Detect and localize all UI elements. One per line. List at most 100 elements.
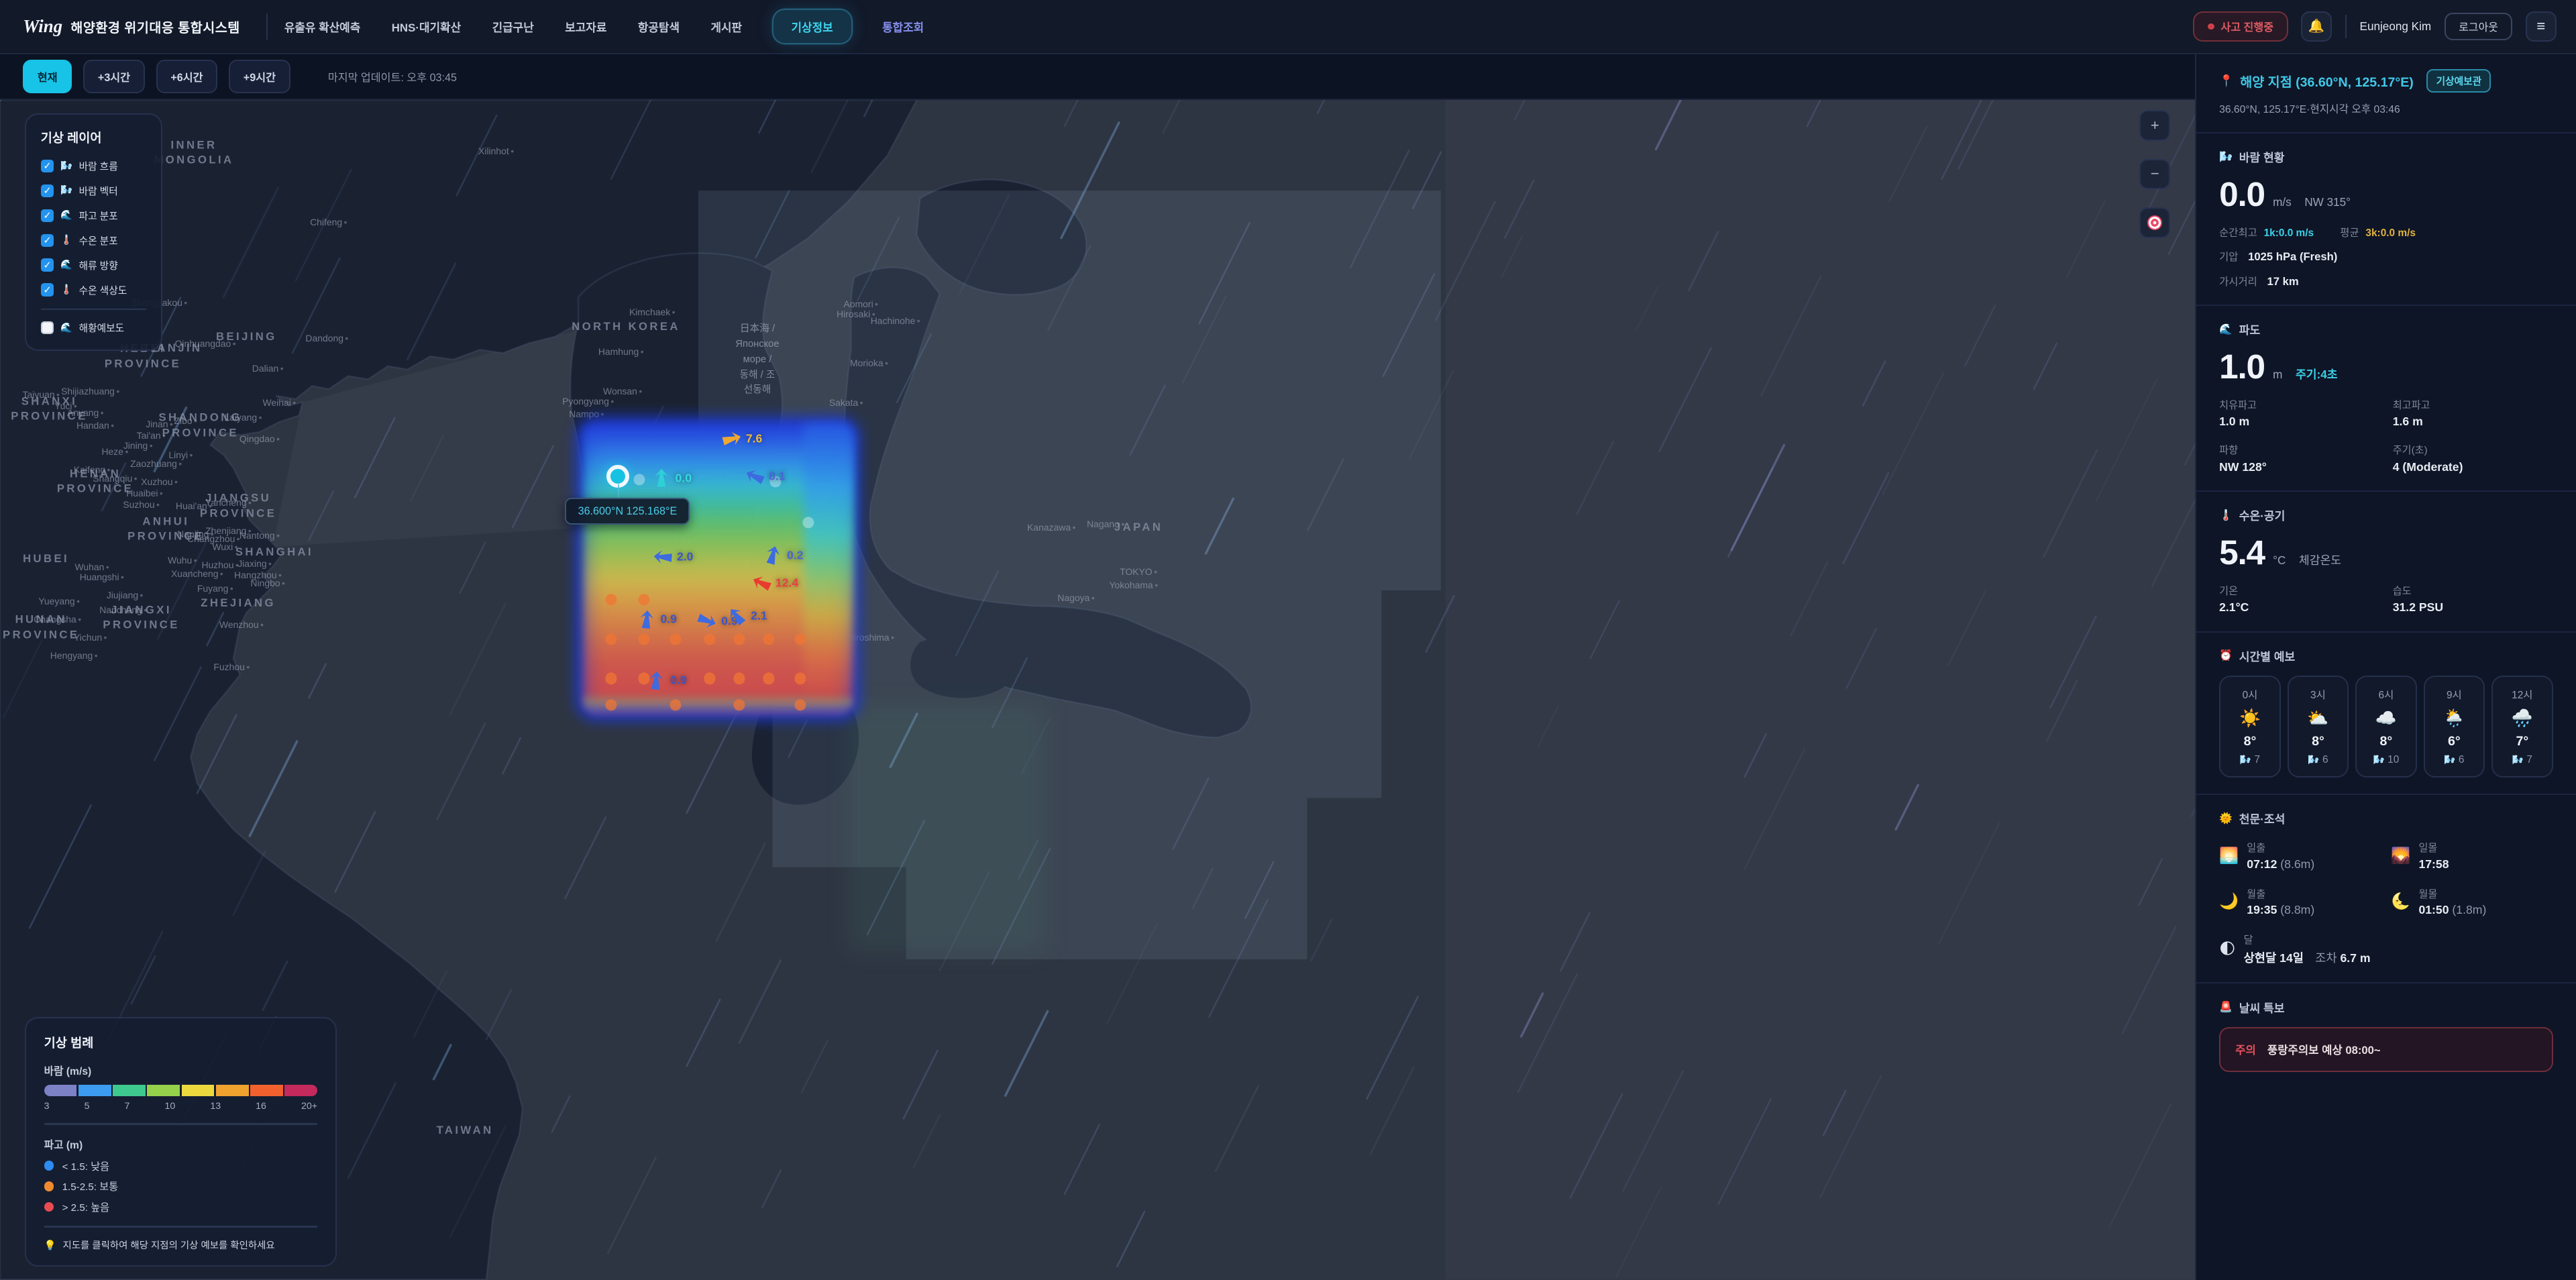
nav-item-5[interactable]: 항공탐색 [637,21,680,34]
nav-item-7[interactable]: 기상정보 [773,9,851,44]
wind-section: 🌬️ 바람 현황 0.0 m/s NW 315° 순간최고 1k:0.0 m/s … [2196,134,2576,307]
layer-icon: 🌡️ [60,284,72,296]
wind-tick: 10 [164,1101,176,1112]
incident-status-badge: 사고 진행중 [2193,11,2288,42]
layer-toggle-1[interactable]: ✓ 🌬️ 바람 흐름 [40,159,147,173]
layer-toggle-7[interactable]: 🌊 해황예보도 [40,321,147,335]
nav-item-2[interactable]: HNS·대기확산 [391,21,462,34]
wind-color-swatch [78,1084,111,1096]
hourly-card-3: 6시 ☁️ 8° 🌬️ 10 [2355,676,2417,778]
astro-row: 🌜 월몰 01:50 (1.8m) [2391,888,2487,917]
app-logo[interactable]: Wing 해양환경 위기대응 통합시스템 [0,16,263,37]
checkbox-icon[interactable]: ✓ [40,283,54,297]
nav-item-1[interactable]: 유출유 확산예측 [284,21,361,34]
checkbox-icon[interactable]: ✓ [40,209,54,223]
astro-section-title: 천문·조석 [2239,812,2286,826]
top-right-cluster: 사고 진행중 🔔 Eunjeong Kim 로그아웃 ≡ [2193,11,2576,42]
temp-section-title: 수온·공기 [2239,509,2286,523]
current-dot [769,475,782,488]
nav-item-4[interactable]: 보고자료 [565,21,607,34]
locate-target-button[interactable] [2139,207,2171,238]
map-base [0,100,2195,1280]
arrow-value: 2.0 [676,549,694,564]
logout-button[interactable]: 로그아웃 [2444,12,2513,41]
sun-icon: 🌞 [2219,812,2233,824]
moon-phase-icon: 🌓 [2219,940,2236,958]
arrow-value: 7.6 [745,431,763,445]
astro-icon: 🌜 [2391,892,2411,910]
avg-label: 평균 [2340,227,2359,239]
arrow-icon [744,467,766,486]
pin-icon: 📍 [2219,73,2234,87]
current-arrow: 2.1 [728,609,767,623]
layer-toggle-6[interactable]: ✓ 🌡️ 수온 색상도 [40,283,147,297]
divider [2345,15,2347,38]
layer-icon: 🌬️ [60,160,72,172]
arrow-value: 12.4 [775,576,799,590]
pressure-value: 1025 hPa (Fresh) [2248,250,2338,264]
current-arrow: 0.9 [637,612,677,627]
current-arrow: 2.0 [654,549,694,564]
wave-period-badge: 주기:4초 [2295,367,2338,381]
time-button-1[interactable]: 현재 [23,60,72,94]
arrow-value: 0.1 [769,469,786,483]
nav-item-8[interactable]: 통합조회 [882,21,924,34]
layer-label: 바람 흐름 [78,162,118,173]
current-dot [638,633,650,645]
zoom-out-button[interactable]: − [2139,158,2171,190]
user-name: Eunjeong Kim [2359,19,2432,33]
main-menu: 유출유 확산예측 HNS·대기확산 긴급구난 보고자료 항공탐색 게시판 기상정보 통합조회 [284,9,924,44]
arrow-value: 2.1 [751,608,767,623]
current-dot [704,633,716,645]
divider [40,308,147,311]
feels-like-label: 체감온도 [2298,553,2341,567]
wind-icon: 🌬️ [2308,755,2320,765]
moon-label: 달 [2243,935,2253,947]
current-dot [802,517,814,529]
forecaster-badge[interactable]: 기상예보관 [2426,68,2491,93]
nav-item-6[interactable]: 게시판 [710,21,743,34]
time-button-2[interactable]: +3시간 [83,60,145,94]
wave-legend-item: > 2.5: 높음 [44,1199,317,1214]
time-button-3[interactable]: +6시간 [156,60,218,94]
nav-item-3[interactable]: 긴급구난 [492,21,534,34]
coordinate-tooltip: 36.600°N 125.168°E [565,498,690,525]
astro-icon: 🌄 [2391,846,2411,864]
layer-label: 수온 분포 [78,235,118,247]
wind-color-swatch [113,1084,146,1096]
astro-tide-section: 🌞 천문·조석 🌅 일출 07:12 (8.6m) 🌄 일몰 17:58 🌙 월출 19:35 … [2196,795,2576,984]
tide-range-value: 6.7 m [2340,951,2371,965]
current-dot [605,594,617,606]
layer-icon: 🌬️ [60,185,72,197]
zoom-in-button[interactable]: + [2139,110,2171,141]
current-arrow: 0.9 [647,673,687,687]
alert-box: 주의 풍랑주의보 예상 08:00~ [2219,1026,2553,1072]
checkbox-icon[interactable]: ✓ [40,233,54,248]
checkbox-icon[interactable]: ✓ [40,184,54,198]
layer-toggle-5[interactable]: ✓ 🌊 해류 방향 [40,258,147,272]
divider [44,1226,318,1228]
wind-streaks [0,100,2195,1278]
clock-icon: ⏰ [2219,650,2233,662]
hourly-card-5: 12시 🌧️ 7° 🌬️ 7 [2491,676,2553,778]
avg-value: 3k:0.0 m/s [2365,227,2416,239]
incident-dot-icon [2207,23,2214,30]
layer-toggle-2[interactable]: ✓ 🌬️ 바람 벡터 [40,184,147,198]
checkbox-icon[interactable]: ✓ [40,258,54,272]
layer-toggle-3[interactable]: ✓ 🌊 파고 분포 [40,209,147,223]
checkbox-icon[interactable] [40,321,54,335]
wave-height-unit: m [2273,367,2283,381]
layer-toggle-4[interactable]: ✓ 🌡️ 수온 분포 [40,233,147,248]
current-dot [794,699,806,711]
wind-tick: 16 [256,1101,266,1112]
hamburger-menu-button[interactable]: ≡ [2526,11,2557,42]
current-dot [638,594,650,606]
layer-label: 수온 색상도 [78,285,127,297]
checkbox-icon[interactable]: ✓ [40,159,54,173]
notification-bell-button[interactable]: 🔔 [2301,11,2332,42]
time-button-4[interactable]: +9시간 [229,60,290,94]
current-dot [733,672,745,684]
layer-label: 바람 벡터 [78,186,118,198]
wind-color-swatch [250,1084,283,1096]
